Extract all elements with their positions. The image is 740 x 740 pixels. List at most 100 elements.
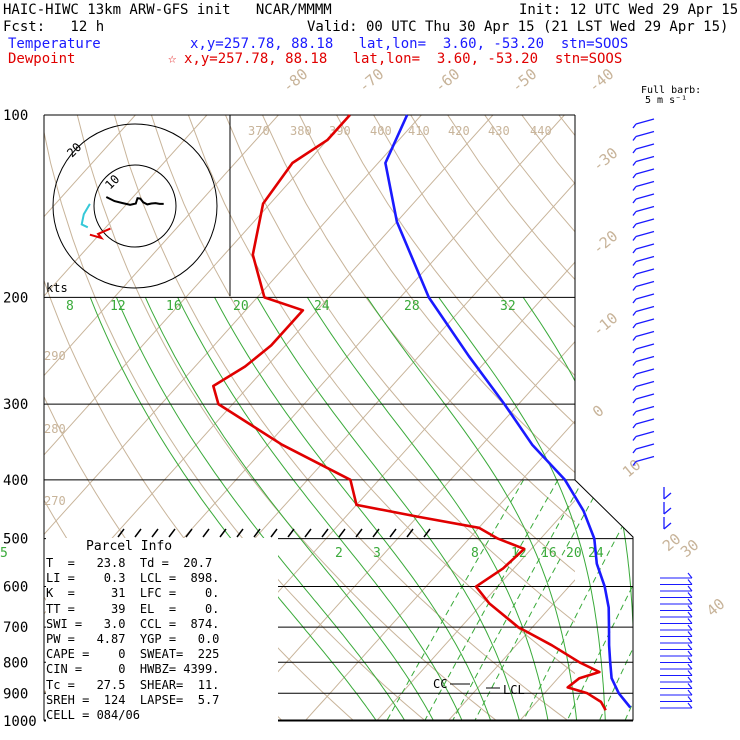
pressure-tick-label: 500 bbox=[3, 532, 28, 548]
wind-barb bbox=[632, 348, 637, 354]
hodograph-ring-label: 10 bbox=[102, 172, 122, 192]
wind-barb bbox=[632, 248, 637, 254]
parcel-info-row: SWI = 3.0 CCL = 874. bbox=[46, 616, 220, 631]
wind-barb bbox=[632, 411, 637, 416]
mixing-ratio-label: 32 bbox=[500, 299, 516, 314]
temperature-tick-label: -10 bbox=[589, 309, 621, 340]
dry-adiabat-line bbox=[707, 115, 740, 721]
wind-barb bbox=[635, 230, 655, 238]
dry-adiabat-line bbox=[558, 115, 575, 137]
theta-label: 280 bbox=[44, 422, 66, 436]
wind-barb bbox=[635, 130, 655, 138]
wind-barb bbox=[632, 286, 637, 291]
theta-label: 420 bbox=[448, 124, 470, 138]
theta-label: 380 bbox=[290, 124, 312, 138]
temperature-tick-label: -70 bbox=[355, 65, 387, 96]
pressure-tick-label: 600 bbox=[3, 580, 28, 596]
hodograph-low-trace bbox=[80, 203, 91, 229]
wind-barb bbox=[687, 696, 693, 702]
valid-time: Valid: 00 UTC Thu 30 Apr 15 (21 LST Wed … bbox=[307, 19, 729, 35]
mixing-ratio-label: 2 bbox=[335, 546, 343, 561]
dry-adiabat-line bbox=[225, 115, 575, 573]
wind-barb bbox=[632, 323, 637, 329]
temperature-tick-label: -30 bbox=[589, 144, 621, 175]
pressure-tick-label: 1000 bbox=[3, 714, 37, 730]
wind-barb bbox=[632, 211, 637, 216]
wind-barb bbox=[632, 148, 637, 154]
wind-barb bbox=[635, 255, 655, 263]
hodograph-kts-label: kts bbox=[46, 281, 68, 295]
wind-barb bbox=[635, 193, 655, 200]
parcel-info-row: K = 31 LFC = 0. bbox=[46, 586, 220, 601]
mixing-ratio-line bbox=[598, 479, 633, 720]
plot-frame bbox=[43, 115, 634, 721]
wind-barb bbox=[687, 605, 693, 611]
theta-label: 430 bbox=[488, 124, 510, 138]
wind-barb bbox=[635, 118, 655, 125]
wind-barb bbox=[663, 522, 672, 530]
isotherm-line bbox=[44, 115, 351, 456]
isotherm-line bbox=[448, 579, 575, 720]
wind-barb bbox=[663, 507, 672, 515]
hodograph-ring-inner bbox=[93, 164, 177, 248]
parcel-info-row: TT = 39 EL = 0. bbox=[46, 601, 220, 616]
mixing-ratio-label: 16 bbox=[541, 546, 557, 561]
mixing-ratio-label: 8 bbox=[471, 546, 479, 561]
theta-label: 400 bbox=[370, 124, 392, 138]
theta-label: 290 bbox=[44, 349, 66, 363]
theta-labels: 370 380 390 400 410 420 430 440 290 280 270 bbox=[44, 124, 552, 508]
wind-barb bbox=[635, 143, 655, 150]
lcl-label: LCL bbox=[503, 683, 525, 697]
theta-label: 410 bbox=[408, 124, 430, 138]
hodograph-ring-outer bbox=[52, 123, 218, 289]
annotations: CC LCL bbox=[117, 528, 525, 697]
hatch-mark bbox=[287, 528, 295, 538]
mixing-ratio-labels: 8 12 16 20 24 28 322 35 8 12 16 20 24 bbox=[0, 299, 604, 561]
barb-scale-unit: 5 m s⁻¹ bbox=[645, 95, 688, 106]
pressure-tick-label: 300 bbox=[3, 397, 28, 413]
parcel-info-row: T = 23.8 Td = 20.7 bbox=[46, 556, 213, 570]
moist-adiabat-line bbox=[522, 297, 633, 720]
parcel-info-row: SREH = 124 LAPSE= 5.7 bbox=[46, 692, 220, 707]
wind-barb bbox=[632, 423, 637, 429]
wind-barb bbox=[687, 631, 693, 637]
pressure-labels: 100 200 300 400 500 600 700 800 900 1000 bbox=[3, 108, 37, 730]
moist-adiabat-line bbox=[614, 297, 633, 720]
pressure-tick-label: 200 bbox=[3, 290, 28, 306]
isotherm-line bbox=[734, 115, 740, 721]
wind-barb bbox=[687, 585, 693, 592]
init-time: Init: 12 UTC Wed 29 Apr 15 bbox=[519, 2, 739, 18]
isotherm-line bbox=[44, 115, 279, 377]
hatch-mark bbox=[389, 528, 397, 538]
wind-barb bbox=[632, 223, 637, 229]
isotherm-line bbox=[305, 420, 575, 720]
sounding-profiles bbox=[212, 114, 632, 711]
dry-adiabat-line bbox=[76, 115, 497, 720]
moist-adiabat-line bbox=[720, 297, 740, 721]
theta-label: 390 bbox=[329, 124, 351, 138]
wind-barb bbox=[635, 305, 655, 313]
mixing-ratio-label: 12 bbox=[110, 299, 126, 314]
temperature-point-info: x,y=257.78, 88.18 lat,lon= 3.60, -53.20 … bbox=[190, 36, 629, 52]
hatch-mark bbox=[321, 528, 329, 538]
pressure-tick-label: 100 bbox=[3, 108, 28, 124]
hodograph: 20 10 kts bbox=[46, 123, 218, 295]
theta-label: 440 bbox=[530, 124, 552, 138]
wind-barb bbox=[632, 298, 637, 304]
dry-adiabat-line bbox=[262, 115, 575, 523]
hatch-mark bbox=[338, 528, 346, 538]
hatch-mark bbox=[236, 528, 244, 538]
dewpoint-profile-line bbox=[212, 114, 607, 711]
wind-barb bbox=[687, 683, 693, 689]
temperature-tick-label: 0 bbox=[589, 401, 607, 421]
hatch-mark bbox=[185, 528, 193, 538]
hatch-mark bbox=[372, 528, 380, 538]
wind-barb bbox=[687, 644, 693, 650]
dewpoint-legend-label: Dewpoint bbox=[8, 51, 76, 67]
mixing-ratio-label: 5 bbox=[0, 546, 8, 561]
wind-barb bbox=[635, 155, 655, 163]
wind-barb bbox=[632, 273, 637, 279]
wind-barb bbox=[687, 624, 693, 631]
hatch-mark bbox=[423, 528, 431, 538]
wind-barb bbox=[635, 355, 655, 363]
